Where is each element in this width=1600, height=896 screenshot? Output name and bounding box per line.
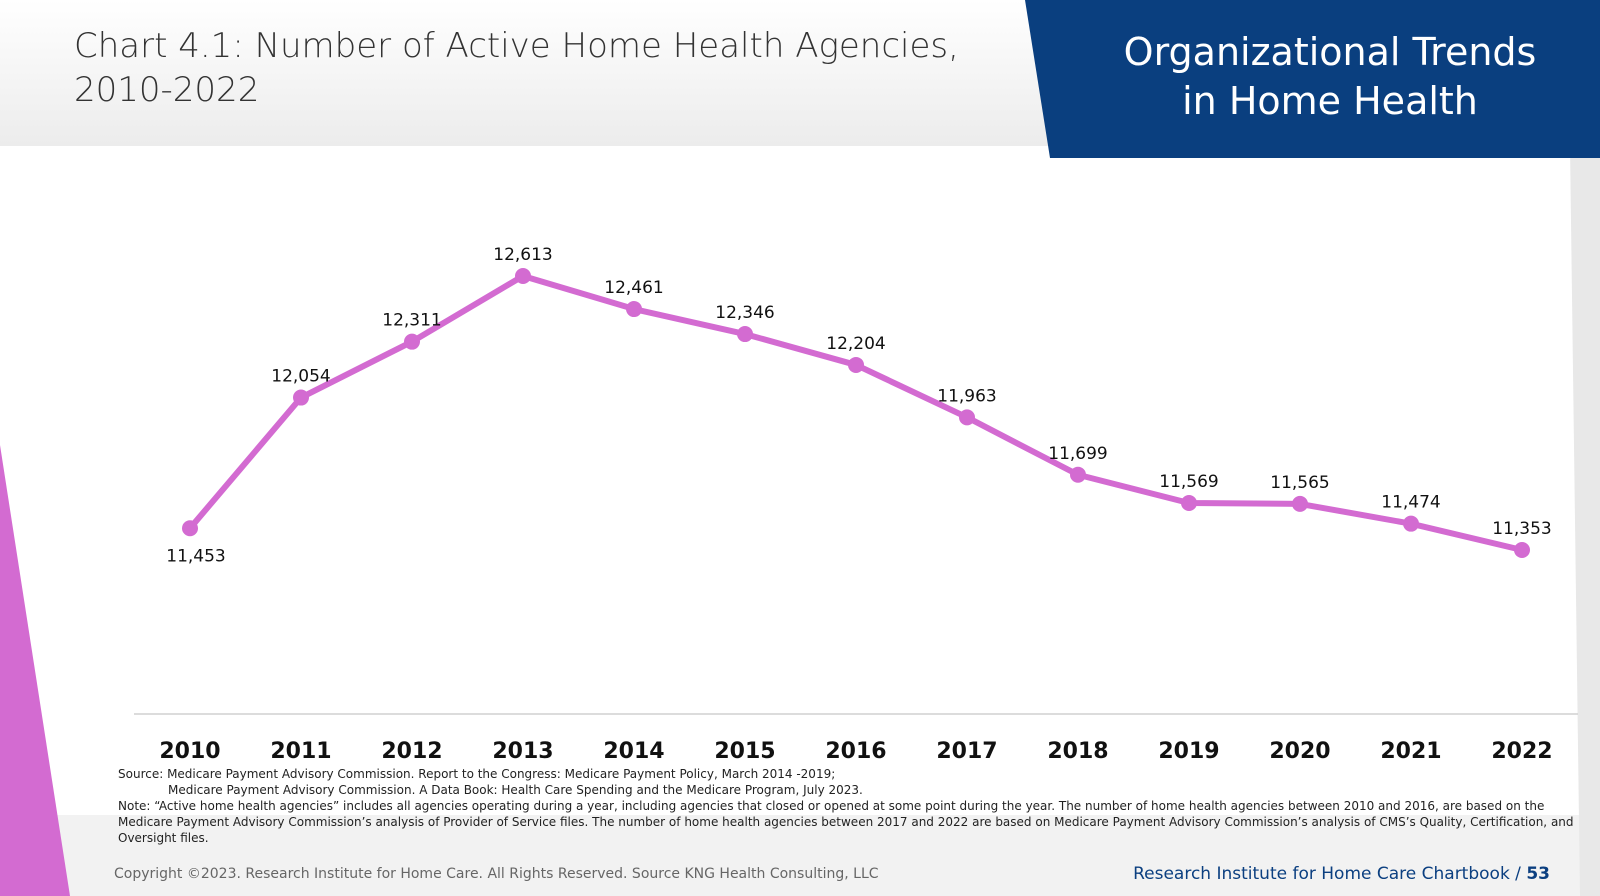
data-label: 12,054 [271, 367, 330, 387]
section-title-line: in Home Health [1182, 79, 1478, 123]
source-line: Source: Medicare Payment Advisory Commis… [118, 767, 836, 781]
chart-title: Chart 4.1: Number of Active Home Health … [74, 26, 959, 110]
data-label: 11,569 [1159, 472, 1218, 492]
data-label: 12,311 [382, 311, 441, 331]
data-label: 11,353 [1492, 519, 1551, 539]
x-tick-label: 2010 [159, 739, 220, 764]
data-point [737, 326, 753, 343]
data-point [293, 389, 309, 406]
page-number: 53 [1526, 864, 1550, 884]
data-point [1514, 542, 1530, 558]
x-tick-label: 2016 [825, 739, 886, 764]
x-tick-label: 2018 [1047, 739, 1108, 764]
x-tick-label: 2014 [603, 739, 664, 764]
accent-shape [0, 445, 70, 896]
source-notes: Source: Medicare Payment Advisory Commis… [118, 766, 1588, 846]
copyright: Copyright ©2023. Research Institute for … [114, 866, 879, 882]
x-tick-label: 2015 [714, 739, 775, 764]
section-title: Organizational Trends in Home Health [1070, 28, 1590, 126]
data-label: 12,346 [715, 303, 774, 323]
data-label: 11,963 [937, 386, 996, 406]
data-label: 12,461 [604, 278, 663, 298]
data-point [848, 356, 864, 373]
x-tick-label: 2011 [270, 739, 331, 764]
footer-publication: Research Institute for Home Care Chartbo… [1133, 864, 1550, 884]
data-label: 11,699 [1048, 444, 1107, 464]
data-label: 11,565 [1270, 473, 1329, 493]
x-tick-label: 2017 [936, 739, 997, 764]
data-label: 11,453 [166, 546, 225, 566]
x-tick-label: 2020 [1269, 739, 1330, 764]
side-shadow [1570, 146, 1600, 896]
section-title-line: Organizational Trends [1123, 30, 1537, 74]
x-tick-label: 2013 [492, 739, 553, 764]
data-label: 11,474 [1381, 493, 1440, 513]
data-point [1070, 466, 1086, 483]
x-tick-label: 2022 [1491, 739, 1552, 764]
source-line: Medicare Payment Advisory Commission. A … [168, 783, 863, 797]
data-point [515, 268, 531, 284]
x-tick-label: 2021 [1380, 739, 1441, 764]
data-point [404, 333, 420, 350]
data-point [1181, 495, 1197, 512]
x-tick-label: 2012 [381, 739, 442, 764]
x-tick-label: 2019 [1158, 739, 1219, 764]
data-point [626, 301, 642, 318]
data-point [1403, 515, 1419, 532]
data-point [182, 520, 198, 537]
data-label: 12,613 [493, 245, 552, 265]
footer-band [0, 815, 1600, 896]
data-label: 12,204 [826, 334, 885, 354]
publication: Research Institute for Home Care Chartbo… [1133, 864, 1521, 884]
section-box [1025, 0, 1600, 158]
note: Note: “Active home health agencies” incl… [118, 799, 1574, 845]
data-point [959, 409, 975, 426]
data-point [1292, 495, 1308, 512]
